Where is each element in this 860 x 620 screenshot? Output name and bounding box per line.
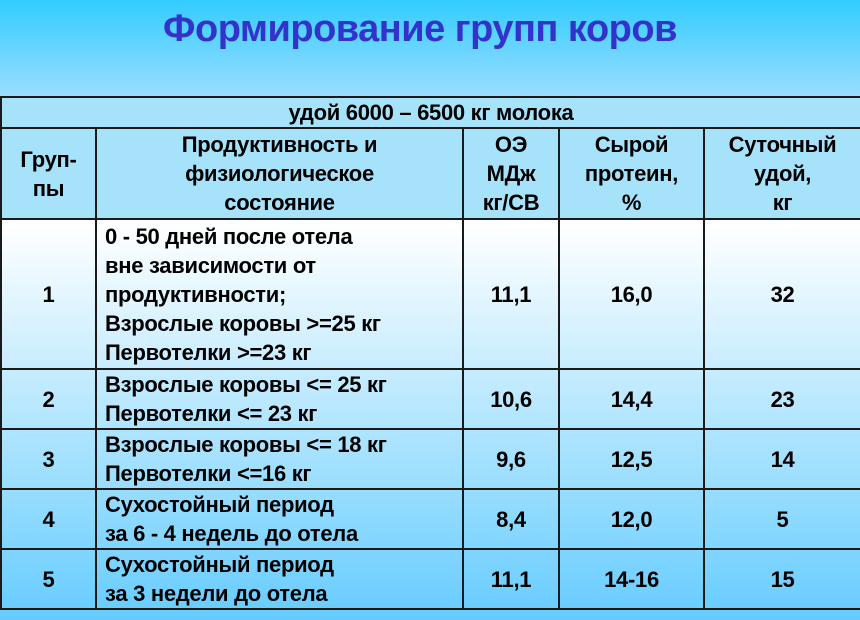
cell-yield: 5 bbox=[702, 488, 860, 550]
cell-yield: 32 bbox=[702, 218, 860, 370]
table-row: 1 0 - 50 дней после отела вне зависимост… bbox=[0, 218, 860, 370]
table-row: 2 Взрослые коровы <= 25 кг Первотелки <=… bbox=[0, 368, 860, 430]
cow-groups-table: удой 6000 – 6500 кг молока Груп- пы Прод… bbox=[0, 96, 860, 610]
cell-protein: 16,0 bbox=[558, 218, 705, 370]
cell-protein: 14,4 bbox=[558, 368, 705, 430]
cell-energy: 11,1 bbox=[462, 218, 560, 370]
cell-energy: 9,6 bbox=[462, 428, 560, 490]
table-header-row: Груп- пы Продуктивность и физиологическо… bbox=[0, 127, 860, 220]
cell-energy: 8,4 bbox=[462, 488, 560, 550]
cell-group: 1 bbox=[0, 218, 97, 370]
table-row: 4 Сухостойный период за 6 - 4 недель до … bbox=[0, 488, 860, 550]
cell-group: 5 bbox=[0, 548, 97, 610]
cell-protein: 12,5 bbox=[558, 428, 705, 490]
cell-state: Взрослые коровы <= 25 кг Первотелки <= 2… bbox=[95, 368, 464, 430]
table-row: 3 Взрослые коровы <= 18 кг Первотелки <=… bbox=[0, 428, 860, 490]
cell-yield: 23 bbox=[702, 368, 860, 430]
cell-group: 4 bbox=[0, 488, 97, 550]
cell-group: 3 bbox=[0, 428, 97, 490]
cell-state: Сухостойный период за 3 недели до отела bbox=[95, 548, 464, 610]
header-group: Груп- пы bbox=[0, 127, 97, 220]
cell-state: Сухостойный период за 6 - 4 недель до от… bbox=[95, 488, 464, 550]
header-yield: Суточный удой, кг bbox=[702, 127, 860, 220]
slide-title: Формирование групп коров bbox=[163, 8, 677, 50]
header-protein: Сырой протеин, % bbox=[558, 127, 705, 220]
table-caption: удой 6000 – 6500 кг молока bbox=[0, 96, 860, 129]
cell-energy: 11,1 bbox=[462, 548, 560, 610]
table-caption-row: удой 6000 – 6500 кг молока bbox=[0, 96, 860, 129]
cell-group: 2 bbox=[0, 368, 97, 430]
cell-state: Взрослые коровы <= 18 кг Первотелки <=16… bbox=[95, 428, 464, 490]
cell-yield: 15 bbox=[702, 548, 860, 610]
header-state: Продуктивность и физиологическое состоян… bbox=[95, 127, 464, 220]
cell-energy: 10,6 bbox=[462, 368, 560, 430]
cell-protein: 12,0 bbox=[558, 488, 705, 550]
header-energy: ОЭ МДж кг/СВ bbox=[462, 127, 560, 220]
table-row: 5 Сухостойный период за 3 недели до отел… bbox=[0, 548, 860, 610]
cell-yield: 14 bbox=[702, 428, 860, 490]
cell-state: 0 - 50 дней после отела вне зависимости … bbox=[95, 218, 464, 370]
cell-protein: 14-16 bbox=[558, 548, 705, 610]
